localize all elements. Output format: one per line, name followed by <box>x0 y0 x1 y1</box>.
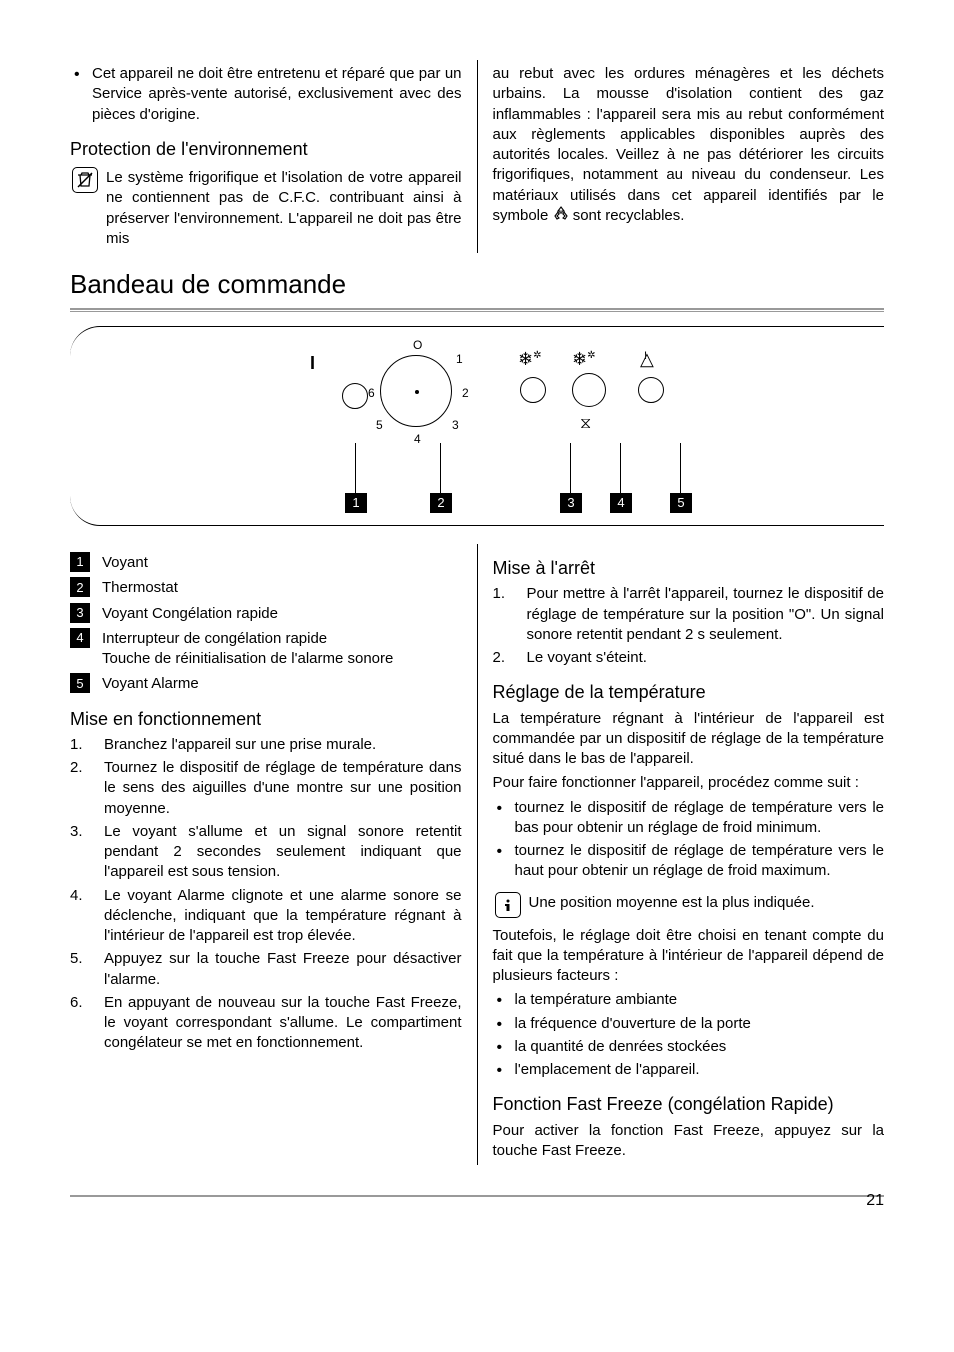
legend-label-5: Voyant Alarme <box>102 673 199 694</box>
indicator-fastfreeze <box>520 377 546 403</box>
top-bullet-1: Cet appareil ne doit être entretenu et r… <box>70 64 462 125</box>
numbox-3: 3 <box>70 603 90 623</box>
env-para-left: Le système frigorifique et l'isolation d… <box>106 168 462 249</box>
callout-5 <box>680 443 681 493</box>
reglage-p1: La température régnant à l'intérieur de … <box>493 709 885 770</box>
factor-2: la fréquence d'ouverture de la porte <box>493 1014 885 1034</box>
reglage-p3: Toutefois, le réglage doit être choisi e… <box>493 926 885 987</box>
info-icon <box>495 892 521 918</box>
legend-5: 5 Voyant Alarme <box>70 673 462 694</box>
mf-step-4: Le voyant Alarme clignote et une alarme … <box>70 886 462 947</box>
col-separator-top <box>477 60 478 253</box>
footer-rule <box>70 1195 884 1197</box>
numbox-2: 2 <box>70 577 90 597</box>
mf-step-5: Appuyez sur la touche Fast Freeze pour d… <box>70 949 462 990</box>
dial-label-4: 4 <box>414 431 421 447</box>
mf-step-1: Branchez l'appareil sur une prise murale… <box>70 735 462 755</box>
warning-icon: △! <box>640 347 654 371</box>
fastfreeze-switch <box>572 373 606 407</box>
ma-step-1: Pour mettre à l'arrêt l'appareil, tourne… <box>493 584 885 645</box>
callout-2 <box>440 443 441 493</box>
page-number: 21 <box>866 1190 884 1212</box>
callout-3 <box>570 443 571 493</box>
top-left-col: Cet appareil ne doit être entretenu et r… <box>70 60 462 253</box>
legend-label-4: Interrupteur de congélation rapide Touch… <box>102 628 393 670</box>
factor-3: la quantité de denrées stockées <box>493 1037 885 1057</box>
numbox-4: 4 <box>70 628 90 648</box>
lower-section: 1 Voyant 2 Thermostat 3 Voyant Congélation … <box>70 544 884 1165</box>
fastfreeze-p: Pour activer la fonction Fast Freeze, ap… <box>493 1121 885 1162</box>
dial-label-2: 2 <box>462 385 469 401</box>
mise-fonc-list: Branchez l'appareil sur une prise murale… <box>70 735 462 1054</box>
info-text: Une position moyenne est la plus indiqué… <box>529 893 815 913</box>
ma-step-2: Le voyant s'éteint. <box>493 648 885 668</box>
reglage-bullets: tournez le dispositif de réglage de temp… <box>493 798 885 882</box>
col-separator-lower <box>477 544 478 1165</box>
no-bin-icon <box>72 167 98 193</box>
legend-label-3: Voyant Congélation rapide <box>102 603 278 624</box>
thermostat-dial <box>380 355 452 427</box>
legend-2: 2 Thermostat <box>70 577 462 598</box>
power-bar-glyph: I <box>310 351 315 375</box>
dial-label-3: 3 <box>452 417 459 433</box>
mf-step-3: Le voyant s'allume et un signal sonore r… <box>70 822 462 883</box>
legend-4: 4 Interrupteur de congélation rapide Touc… <box>70 628 462 670</box>
heading-reglage: Réglage de la température <box>493 680 885 704</box>
mf-step-6: En appuyant de nouveau sur la touche Fas… <box>70 993 462 1054</box>
callout-4 <box>620 443 621 493</box>
heading-bandeau: Bandeau de commande <box>70 267 884 302</box>
snowflake-icon-1: ❄✲ <box>518 347 541 371</box>
heading-mise-arret: Mise à l'arrêt <box>493 556 885 580</box>
mise-arret-list: Pour mettre à l'arrêt l'appareil, tourne… <box>493 584 885 668</box>
env-text-a: au rebut avec les ordures ménagères et l… <box>493 65 885 224</box>
dial-label-5: 5 <box>376 417 383 433</box>
numbox-5: 5 <box>70 673 90 693</box>
factor-4: l'emplacement de l'appareil. <box>493 1060 885 1080</box>
heading-fastfreeze: Fonction Fast Freeze (congélation Rapide… <box>493 1092 885 1116</box>
lower-right-col: Mise à l'arrêt Pour mettre à l'arrêt l'a… <box>493 544 885 1165</box>
hourglass-icon: ⧖ <box>580 413 591 435</box>
factor-1: la température ambiante <box>493 990 885 1010</box>
lower-left-col: 1 Voyant 2 Thermostat 3 Voyant Congélation … <box>70 544 462 1165</box>
reglage-p2: Pour faire fonctionner l'appareil, procé… <box>493 773 885 793</box>
reglage-b1: tournez le dispositif de réglage de temp… <box>493 798 885 839</box>
legend-3: 3 Voyant Congélation rapide <box>70 603 462 624</box>
legend-1: 1 Voyant <box>70 552 462 573</box>
top-bullets: Cet appareil ne doit être entretenu et r… <box>70 64 462 125</box>
info-note: Une position moyenne est la plus indiqué… <box>493 890 885 918</box>
heading-protection: Protection de l'environnement <box>70 137 462 161</box>
indicator-alarm <box>638 377 664 403</box>
top-right-col: au rebut avec les ordures ménagères et l… <box>493 60 885 253</box>
control-panel-diagram: I O 1 2 3 4 5 6 ❄✲ ❄✲ ⧖ △! <box>70 326 884 526</box>
env-text-b: sont recyclables. <box>573 207 685 224</box>
env-note: Le système frigorifique et l'isolation d… <box>70 165 462 253</box>
reglage-b2: tournez le dispositif de réglage de temp… <box>493 841 885 882</box>
top-section: Cet appareil ne doit être entretenu et r… <box>70 60 884 253</box>
legend-label-2: Thermostat <box>102 577 178 598</box>
dial-label-o: O <box>413 337 422 353</box>
numbox-1: 1 <box>70 552 90 572</box>
dial-label-1: 1 <box>456 351 463 367</box>
dial-label-6: 6 <box>368 385 375 401</box>
legend-label-1: Voyant <box>102 552 148 573</box>
heading-rule <box>70 308 884 312</box>
dial-small-1 <box>342 383 368 409</box>
env-para-right: au rebut avec les ordures ménagères et l… <box>493 64 885 226</box>
recycle-icon <box>553 206 569 222</box>
callout-1 <box>355 443 356 493</box>
mf-step-2: Tournez le dispositif de réglage de temp… <box>70 758 462 819</box>
heading-mise-fonc: Mise en fonctionnement <box>70 707 462 731</box>
panel-legend: 1 Voyant 2 Thermostat 3 Voyant Congélation … <box>70 552 462 695</box>
snowflake-icon-2: ❄✲ <box>572 347 595 371</box>
factor-bullets: la température ambiante la fréquence d'o… <box>493 990 885 1080</box>
